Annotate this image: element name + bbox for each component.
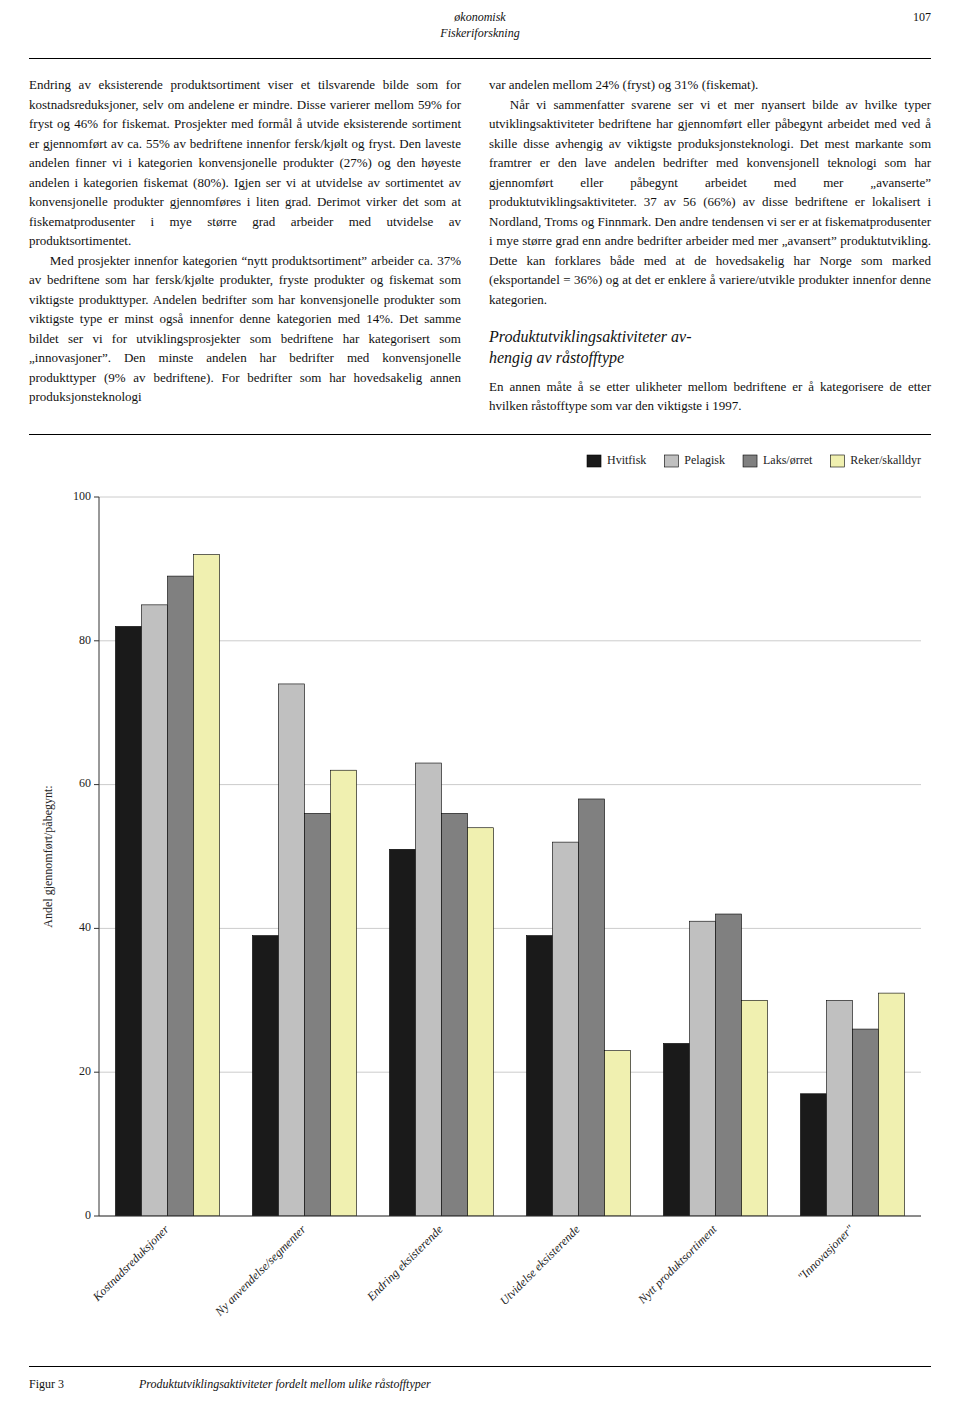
grid-line — [99, 1215, 921, 1216]
bar — [141, 604, 167, 1215]
y-tick-label: 20 — [79, 1064, 91, 1078]
x-tick-label: Utvidelse eksisterende — [497, 1221, 583, 1307]
paragraph: var andelen mellom 24% (fryst) og 31% (f… — [489, 75, 931, 95]
x-tick-label: Nytt produktsortiment — [635, 1221, 720, 1306]
legend-item: Laks/ørret — [743, 452, 813, 466]
bar — [442, 813, 468, 1216]
y-tick — [94, 640, 99, 641]
bar — [194, 554, 220, 1215]
caption: Figur 3Produktutviklingsaktiviteter ford… — [29, 1366, 931, 1392]
y-tick-label: 80 — [79, 632, 91, 646]
bar — [579, 799, 605, 1216]
legend-item: Hvitfisk — [587, 452, 646, 466]
header-title: økonomisk Fiskeriforskning — [29, 10, 931, 41]
bar — [389, 849, 415, 1216]
bar — [853, 1029, 879, 1216]
grid-line — [99, 1071, 921, 1072]
bar — [879, 993, 905, 1216]
page: økonomisk Fiskeriforskning107 Endring av … — [0, 0, 960, 1412]
y-axis-label: Andel gjennomført/påbegynt: — [41, 785, 55, 927]
grid-line — [99, 784, 921, 785]
legend-swatch — [664, 455, 678, 467]
legend-item: Reker/skalldyr — [830, 452, 921, 466]
legend-label: Reker/skalldyr — [850, 452, 921, 466]
legend-label: Hvitfisk — [607, 452, 646, 466]
left-column: Endring av eksisterende produktsortiment… — [29, 75, 461, 416]
y-tick-label: 100 — [73, 488, 91, 502]
y-tick-label: 0 — [85, 1207, 91, 1221]
bar — [689, 921, 715, 1216]
grid — [99, 497, 921, 1216]
bar — [826, 1000, 852, 1216]
paragraph: Når vi sammenfatter svarene ser vi et me… — [489, 95, 931, 310]
y-tick-label: 60 — [79, 776, 91, 790]
legend-swatch — [830, 455, 844, 467]
bar — [468, 827, 494, 1215]
right-column: var andelen mellom 24% (fryst) og 31% (f… — [489, 75, 931, 416]
grid-line — [99, 640, 921, 641]
caption-text: Produktutviklingsaktiviteter fordelt mel… — [139, 1377, 431, 1392]
bar — [415, 763, 441, 1216]
y-tick — [94, 927, 99, 928]
bar — [742, 1000, 768, 1216]
bar — [800, 1093, 826, 1215]
bar — [278, 684, 304, 1216]
page-number: 107 — [913, 10, 931, 25]
x-tick-label: Endring eksisterende — [363, 1221, 446, 1304]
header: økonomisk Fiskeriforskning107 — [29, 0, 931, 59]
x-tick-label: "Innovasjoner" — [795, 1221, 857, 1283]
legend-swatch — [587, 455, 601, 467]
bar — [716, 914, 742, 1216]
bar — [605, 1050, 631, 1215]
x-tick-label: Ny anvendelse/segmenter — [211, 1222, 308, 1319]
grid-line — [99, 927, 921, 928]
legend-item: Pelagisk — [664, 452, 725, 466]
rule — [29, 434, 931, 435]
y-tick — [94, 784, 99, 785]
y-tick — [94, 1071, 99, 1072]
bar — [552, 842, 578, 1216]
legend-label: Pelagisk — [684, 452, 725, 466]
section-heading: Produktutviklingsaktiviteter av- hengig … — [489, 327, 931, 369]
legend-label: Laks/ørret — [763, 452, 813, 466]
intro-paragraph: En annen måte å se etter ulikheter mello… — [489, 377, 931, 416]
bar — [663, 1043, 689, 1216]
bar — [305, 813, 331, 1216]
bar — [331, 770, 357, 1216]
text-columns: Endring av eksisterende produktsortiment… — [29, 75, 931, 416]
y-tick-label: 40 — [79, 920, 91, 934]
bar — [252, 935, 278, 1215]
bar — [168, 576, 194, 1216]
paragraph: Med prosjekter innenfor kategorien “nytt… — [29, 251, 461, 407]
y-tick — [94, 1215, 99, 1216]
chart-area: 0 20 40 60 80 100 Kostnadsreduksjoner Ny anvend… — [29, 435, 931, 1366]
grid-line — [99, 496, 921, 497]
paragraph: Endring av eksisterende produktsortiment… — [29, 75, 461, 251]
legend: Hvitfisk Pelagisk Laks/ørret Reker/skalldyr — [587, 452, 921, 466]
y-axis — [99, 497, 100, 1216]
bar — [115, 626, 141, 1216]
legend-swatch — [743, 455, 757, 467]
x-tick-label: Kostnadsreduksjoner — [89, 1222, 172, 1305]
caption-label: Figur 3 — [29, 1377, 139, 1392]
bar — [526, 935, 552, 1215]
x-axis — [99, 1215, 921, 1216]
bar-chart: 0 20 40 60 80 100 Kostnadsreduksjoner Ny anvend… — [29, 435, 931, 1366]
y-tick — [94, 496, 99, 497]
bars — [115, 554, 904, 1215]
